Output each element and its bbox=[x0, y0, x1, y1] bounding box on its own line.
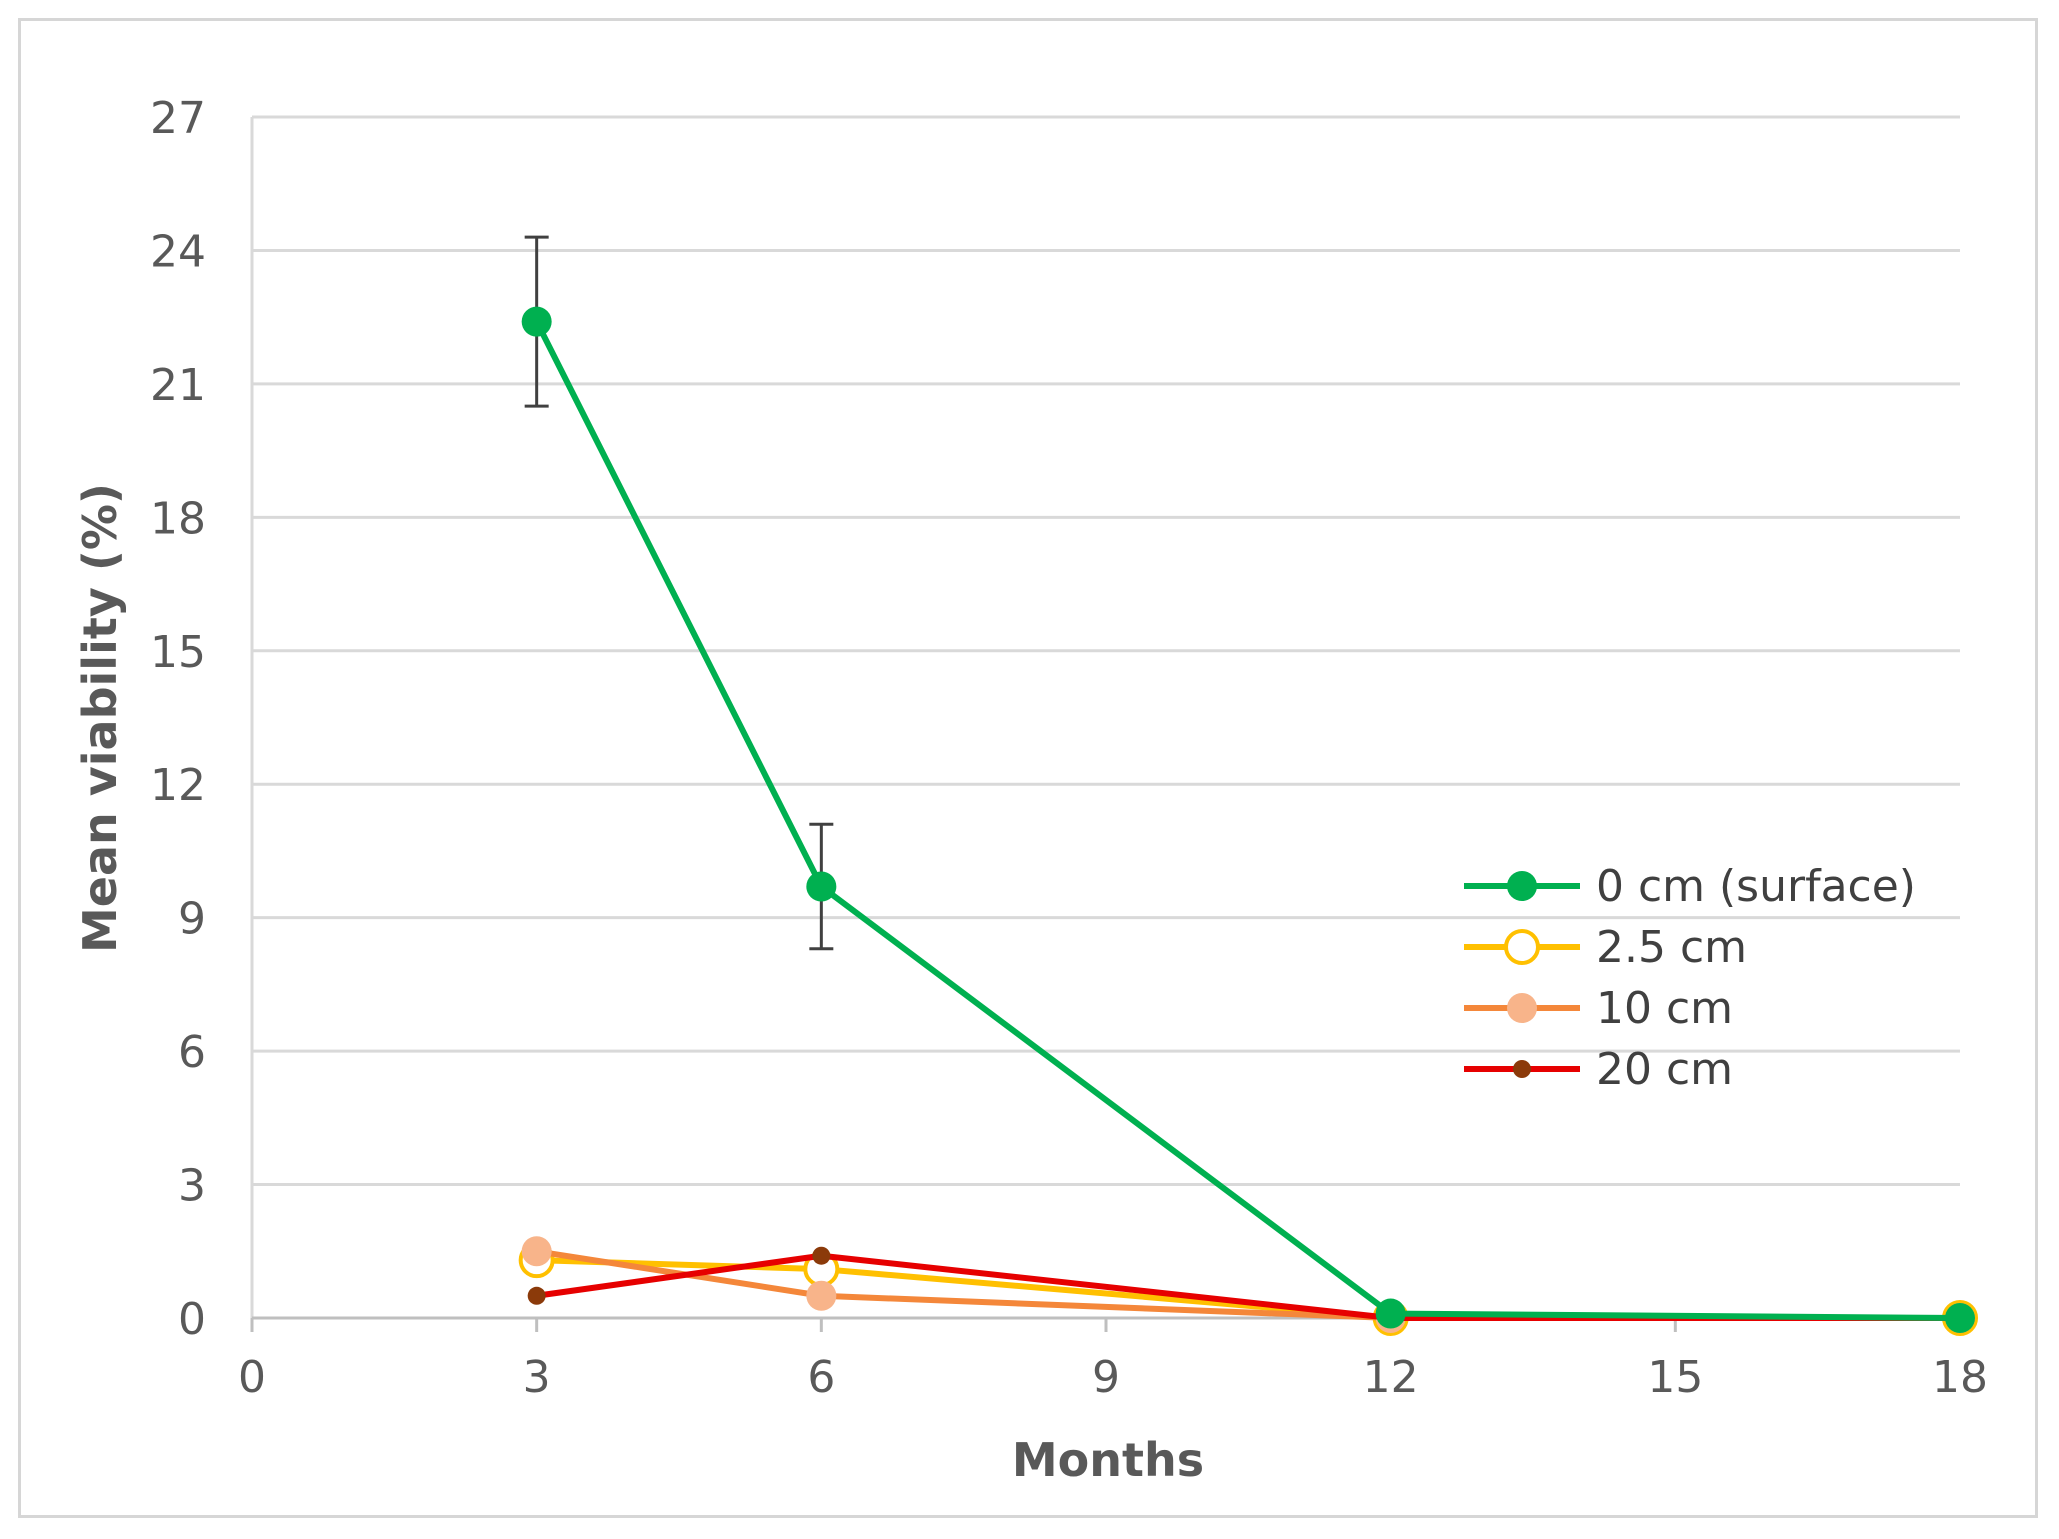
y-tick-label: 3 bbox=[178, 1161, 206, 1212]
x-tick-label: 6 bbox=[807, 1352, 835, 1403]
data-point bbox=[1507, 871, 1537, 901]
legend-item: 0 cm (surface) bbox=[1464, 861, 1916, 912]
legend-label: 10 cm bbox=[1596, 983, 1733, 1034]
x-tick-label: 15 bbox=[1647, 1352, 1703, 1403]
legend: 0 cm (surface) 2.5 cm 10 cm 20 cm bbox=[1464, 861, 1916, 1095]
series-lines bbox=[518, 235, 1978, 1336]
y-tick-label: 21 bbox=[150, 360, 206, 411]
data-point bbox=[806, 1280, 837, 1311]
y-tick-label: 15 bbox=[150, 627, 206, 678]
x-tick-label: 0 bbox=[238, 1352, 266, 1403]
data-point bbox=[1945, 1303, 1975, 1333]
data-point bbox=[521, 1236, 552, 1267]
gridlines bbox=[252, 115, 1960, 1187]
legend-item: 2.5 cm bbox=[1464, 922, 1747, 973]
data-point bbox=[1504, 929, 1540, 965]
y-tick-label: 9 bbox=[178, 894, 206, 945]
x-tick-labels: 0 3 6 9 12 15 18 bbox=[238, 1352, 1988, 1403]
y-tick-label: 12 bbox=[150, 760, 206, 811]
legend-item: 10 cm bbox=[1464, 983, 1733, 1034]
y-tick-label: 0 bbox=[178, 1294, 206, 1345]
y-tick-label: 27 bbox=[150, 93, 206, 144]
data-point bbox=[521, 306, 552, 337]
legend-label: 0 cm (surface) bbox=[1596, 861, 1916, 912]
chart-frame bbox=[18, 18, 2038, 1518]
x-axis-title: Months bbox=[1012, 1433, 1204, 1487]
x-tick-label: 18 bbox=[1932, 1352, 1988, 1403]
series-line bbox=[536, 1257, 1960, 1321]
x-tick-label: 9 bbox=[1092, 1352, 1120, 1403]
data-point bbox=[1513, 1060, 1531, 1078]
series-0 bbox=[521, 235, 1975, 1333]
legend-label: 2.5 cm bbox=[1596, 922, 1747, 973]
x-tick-label: 12 bbox=[1363, 1352, 1419, 1403]
data-point bbox=[527, 1286, 546, 1305]
y-tick-label: 24 bbox=[150, 226, 206, 277]
series-line bbox=[533, 320, 1961, 1321]
data-point bbox=[812, 1246, 831, 1265]
y-axis-title: Mean viability (%) bbox=[73, 483, 127, 953]
axes bbox=[250, 117, 1962, 1332]
x-tick-label: 3 bbox=[523, 1352, 551, 1403]
y-tick-labels: 0 3 6 9 12 15 18 21 24 27 bbox=[150, 93, 206, 1345]
data-point bbox=[806, 871, 837, 902]
legend-label: 20 cm bbox=[1596, 1044, 1733, 1095]
y-tick-label: 18 bbox=[150, 493, 206, 544]
y-tick-label: 6 bbox=[178, 1027, 206, 1078]
data-point bbox=[1375, 1298, 1406, 1329]
legend-item: 20 cm bbox=[1464, 1044, 1733, 1095]
data-point bbox=[1507, 993, 1537, 1023]
